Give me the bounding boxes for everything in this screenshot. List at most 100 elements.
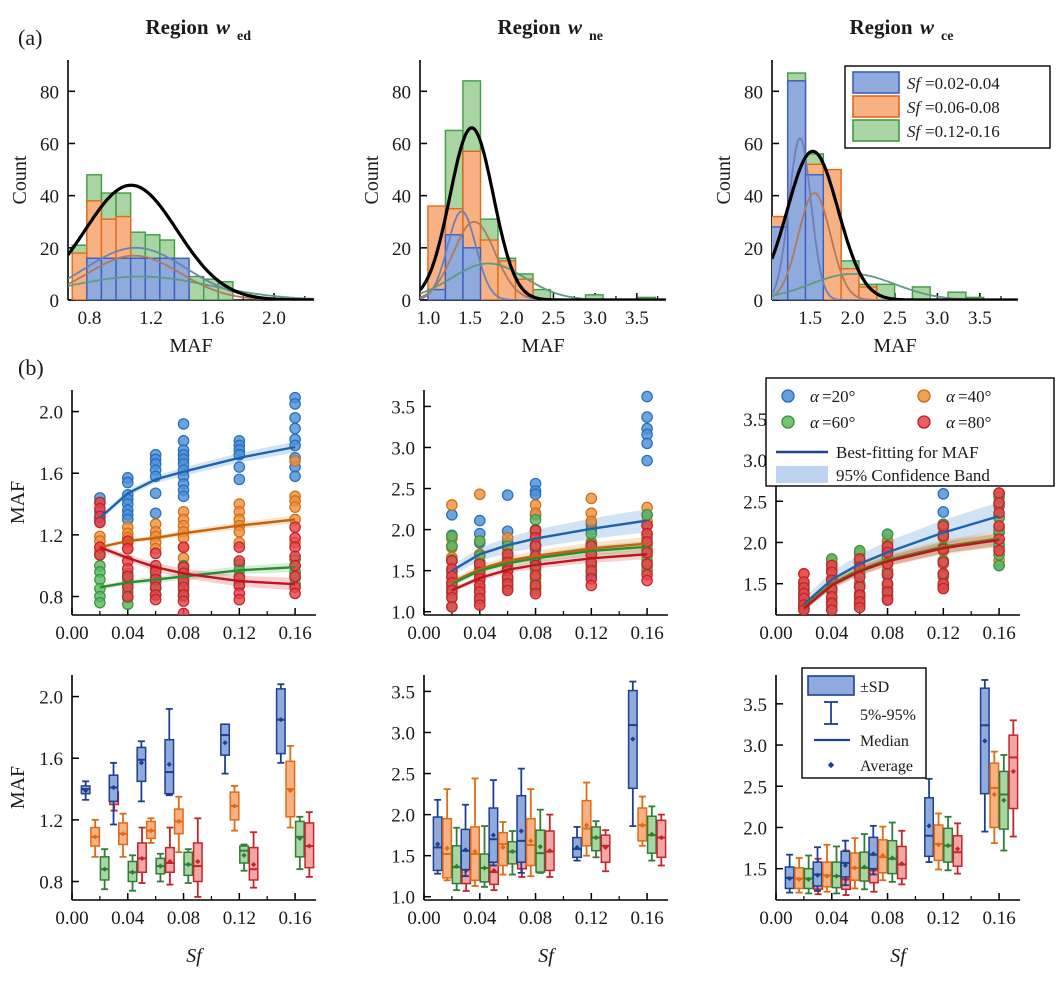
svg-text:2.0: 2.0 <box>500 308 524 329</box>
scatter-point <box>993 497 1005 509</box>
legend-whisker-label: 5%-95% <box>860 707 916 724</box>
svg-text:2.0: 2.0 <box>39 403 63 424</box>
confidence-band <box>99 441 296 521</box>
scatter-point <box>289 521 301 533</box>
legend-label: =40° <box>958 387 991 406</box>
box-average <box>602 844 609 851</box>
box-average <box>574 844 580 851</box>
legend-label-var: Sf <box>907 74 923 93</box>
legend-alpha: α <box>946 413 956 432</box>
scatter-point <box>121 542 134 555</box>
svg-text:40: 40 <box>744 187 763 208</box>
svg-text:80: 80 <box>40 82 59 103</box>
box-average <box>861 864 868 870</box>
box-average <box>1001 797 1007 803</box>
legend-alpha: α <box>810 413 820 432</box>
scatter-point <box>529 488 542 501</box>
legend-band-swatch <box>776 466 828 483</box>
histogram-hist-wne: 1.0 1.5 2.0 2.5 3.0 3.5 0 20 40 60 80 MAF Count <box>361 60 666 357</box>
legend-boxplot: ±SD 5%-95% Median Average <box>801 667 927 779</box>
legend-median-label: Median <box>860 733 909 750</box>
svg-text:0.08: 0.08 <box>167 623 200 644</box>
scatter-point <box>446 509 458 521</box>
scatter-point <box>641 437 653 450</box>
box-average <box>870 851 876 857</box>
scatter-point <box>881 528 894 541</box>
svg-text:0.04: 0.04 <box>111 623 145 644</box>
scatter-point <box>149 487 162 500</box>
box-average <box>138 760 145 766</box>
scatter-point <box>289 559 301 572</box>
box-average <box>583 822 590 828</box>
scatter-point <box>641 454 653 467</box>
box-average <box>814 872 821 878</box>
fit-curve <box>772 149 1018 300</box>
svg-text:0.8: 0.8 <box>78 308 102 329</box>
confidence-band <box>803 530 1000 611</box>
svg-text:1.2: 1.2 <box>39 811 63 832</box>
histogram-hist-wce: 1.5 2.0 2.5 3.0 3.5 0 20 40 60 80 MAF Count <box>713 60 1018 357</box>
legend-swatch <box>852 119 900 142</box>
svg-text:0: 0 <box>754 291 764 312</box>
svg-text:1.6: 1.6 <box>201 308 225 329</box>
panel-a-letter: (a) <box>18 25 42 50</box>
box-average <box>490 832 497 838</box>
panel-b-letter: (b) <box>18 355 44 380</box>
fit-curve <box>420 262 666 300</box>
scatter-point <box>233 593 246 606</box>
box-average <box>185 861 191 868</box>
svg-text:1.2: 1.2 <box>39 526 63 547</box>
box-average <box>824 873 830 879</box>
fit-line <box>99 518 296 549</box>
scatter-point <box>289 587 301 600</box>
box-average <box>472 848 478 855</box>
fit-curve <box>772 192 1018 300</box>
svg-text:1.6: 1.6 <box>39 749 63 770</box>
scatter-point <box>289 501 301 513</box>
scatter-point <box>641 411 653 423</box>
svg-text:Region: Region <box>498 15 561 39</box>
legend-label: =0.06-0.08 <box>925 98 1000 117</box>
scatter-point <box>289 411 301 424</box>
panel-title: Region w ce <box>850 15 954 44</box>
scatter-point <box>993 507 1005 519</box>
box-average <box>306 843 312 849</box>
fit-line <box>451 519 648 572</box>
box-average <box>92 834 98 840</box>
scatter-point <box>177 541 190 553</box>
scatter-point <box>233 555 246 567</box>
box-average <box>241 852 247 858</box>
svg-text:0.12: 0.12 <box>575 908 608 929</box>
svg-text:1.5: 1.5 <box>743 860 767 881</box>
box-average <box>880 852 886 859</box>
svg-text:20: 20 <box>392 239 411 260</box>
svg-text:w: w <box>920 15 935 39</box>
scatter-point <box>993 487 1005 499</box>
scatter-point <box>473 599 486 611</box>
svg-text:0.12: 0.12 <box>927 908 960 929</box>
legend-average-marker <box>827 761 835 769</box>
svg-text:20: 20 <box>40 239 59 260</box>
legend-average-label: Average <box>860 758 913 775</box>
panel-title: Region w ne <box>498 15 604 44</box>
svg-text:3.5: 3.5 <box>391 682 415 703</box>
box-average <box>852 865 858 871</box>
svg-text:Region: Region <box>850 15 913 39</box>
legend-sd-swatch <box>807 675 855 696</box>
svg-text:3.0: 3.0 <box>391 438 415 459</box>
box-average <box>435 841 441 847</box>
scatter-point <box>529 540 542 552</box>
fit-line <box>803 514 1000 606</box>
fit-curve <box>420 126 666 300</box>
legend-sd-label: ±SD <box>860 679 889 696</box>
svg-text:3.0: 3.0 <box>391 723 415 744</box>
fit-curve <box>68 275 315 300</box>
svg-text:80: 80 <box>744 82 763 103</box>
box-rect <box>220 723 231 756</box>
svg-text:0.8: 0.8 <box>39 588 63 609</box>
scatter-point <box>937 556 950 569</box>
hist-bar <box>584 294 604 300</box>
svg-text:60: 60 <box>744 134 763 155</box>
box-average <box>593 834 599 841</box>
